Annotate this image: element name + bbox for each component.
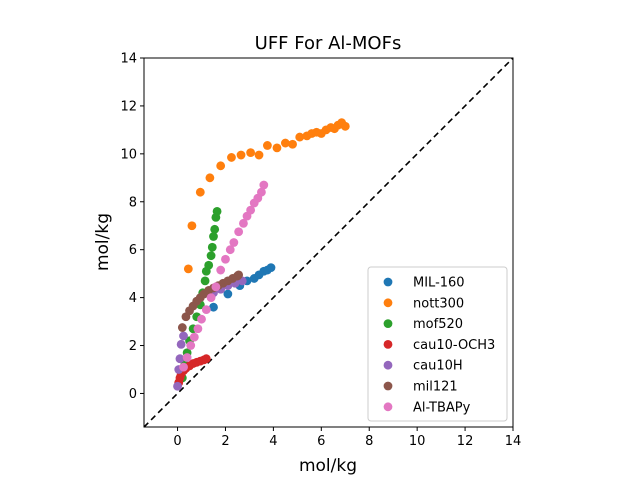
y-tick-label: 6 [129, 243, 137, 258]
data-point [272, 143, 282, 153]
data-point [204, 260, 214, 270]
legend-label: mof520 [413, 317, 463, 332]
data-point [186, 341, 196, 350]
x-tick-label: 6 [317, 434, 325, 449]
data-point [216, 265, 226, 275]
data-point [239, 218, 248, 228]
data-point [183, 264, 193, 274]
x-axis-label: mol/kg [299, 456, 357, 476]
y-tick-label: 4 [129, 291, 137, 306]
series-5 [177, 270, 244, 332]
legend-marker [383, 340, 393, 349]
x-tick-label: 0 [173, 434, 181, 449]
series-0 [209, 263, 276, 312]
legend-label: mil121 [413, 380, 458, 395]
chart-title: UFF For Al-MOFs [255, 33, 402, 54]
y-axis-ticks: 0 2 4 6 8 10 12 14 [120, 52, 144, 402]
data-point [234, 270, 244, 280]
data-point [206, 251, 216, 261]
data-point [201, 305, 211, 314]
x-tick-label: 8 [365, 434, 373, 449]
series-1 [183, 118, 350, 274]
data-point [254, 150, 264, 160]
data-point [187, 221, 197, 231]
data-point [195, 187, 205, 197]
legend: MIL-160 nott300 mof520 cau10-OCH3 cau10H mil1… [367, 266, 508, 422]
data-point [246, 148, 256, 158]
data-point [227, 153, 236, 162]
data-point [236, 150, 246, 160]
y-tick-label: 14 [120, 52, 137, 67]
legend-marker [383, 360, 393, 370]
data-point [175, 354, 185, 364]
data-point [182, 353, 192, 362]
legend-label: MIL-160 [413, 276, 465, 291]
legend-marker [383, 277, 393, 287]
data-point [216, 161, 226, 171]
data-point [221, 254, 230, 264]
plot-frame [143, 57, 514, 428]
reference-line [143, 57, 514, 428]
y-axis-label: mol/kg [93, 213, 113, 271]
legend-marker [383, 298, 393, 308]
y-tick-label: 0 [129, 387, 137, 402]
data-point [189, 332, 199, 342]
data-point [177, 323, 187, 332]
legend-label: Al-TBAPy [413, 400, 471, 415]
data-point [211, 282, 221, 292]
data-point [288, 139, 297, 149]
data-point [223, 289, 233, 299]
legend-marker [383, 402, 393, 412]
y-tick-label: 10 [120, 147, 137, 162]
data-point [246, 205, 256, 215]
data-point [173, 381, 182, 391]
legend-marker [383, 319, 393, 328]
x-tick-label: 14 [505, 434, 522, 449]
reference-line-group [143, 57, 514, 428]
data-point [266, 263, 276, 273]
data-point [200, 276, 210, 286]
y-tick-label: 8 [129, 195, 137, 210]
x-tick-label: 12 [457, 434, 474, 449]
data-point [205, 173, 215, 183]
data-point [295, 132, 305, 142]
data-point [259, 180, 269, 190]
data-points [173, 118, 350, 391]
data-point [209, 302, 218, 312]
data-point [193, 324, 203, 334]
series-6 [179, 180, 269, 372]
legend-label: cau10-OCH3 [413, 338, 495, 353]
data-point [212, 206, 222, 216]
legend-label: nott300 [413, 296, 464, 311]
data-point [340, 121, 350, 131]
legend-marker [383, 381, 393, 391]
x-tick-label: 4 [269, 434, 277, 449]
y-tick-label: 2 [129, 339, 137, 354]
data-point [179, 362, 188, 372]
data-point [225, 245, 235, 255]
data-point [262, 141, 272, 150]
x-tick-label: 2 [221, 434, 229, 449]
data-point [210, 224, 220, 234]
data-point [257, 187, 266, 197]
data-point [229, 238, 239, 247]
data-point [201, 354, 211, 364]
data-point [209, 232, 218, 241]
legend-label: cau10H [413, 359, 463, 374]
data-point [179, 331, 188, 341]
x-axis-ticks: 0 2 4 6 8 10 12 14 [173, 427, 521, 449]
data-point [197, 314, 206, 324]
y-tick-label: 12 [120, 99, 137, 114]
x-tick-label: 10 [409, 434, 426, 449]
data-point [206, 293, 216, 303]
data-point [176, 339, 186, 349]
legend-box [367, 266, 508, 422]
data-point [280, 138, 290, 148]
data-point [207, 242, 217, 252]
data-point [234, 227, 244, 237]
